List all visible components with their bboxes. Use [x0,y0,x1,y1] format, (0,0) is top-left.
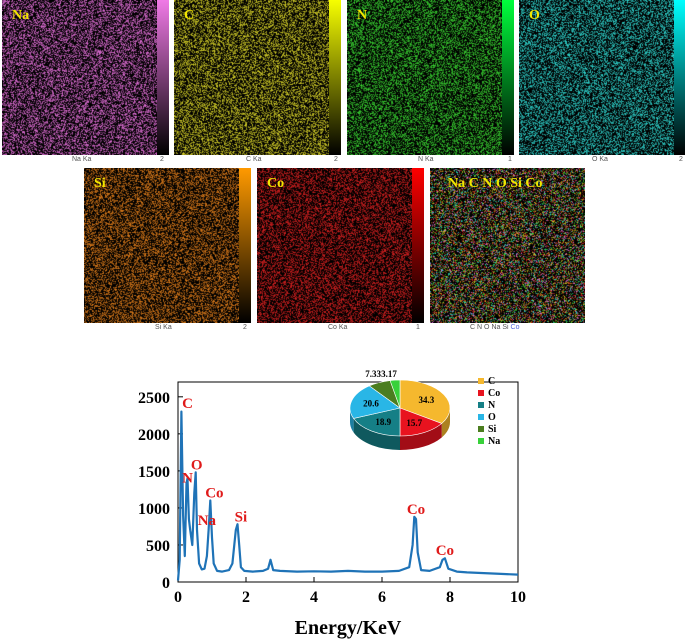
overlay-caption-o: O [484,324,490,331]
pie-value-label: 7.33 [365,370,381,379]
pie-slice-co [399,407,443,437]
peak-label-co: Co [407,502,425,518]
peak-label-c: C [182,396,193,412]
overlay-caption-c: C [470,324,476,331]
pie-value-label: 18.9 [375,417,391,427]
map-o-image [519,0,674,155]
x-tick-label: 10 [510,589,526,606]
map-co-caption: Co Ka [328,324,348,331]
map-na-scale: 2 [160,156,164,163]
legend-label-si: Si [488,424,497,435]
legend-swatch-co [478,390,484,396]
x-tick-label: 2 [242,589,250,606]
map-c: C [174,0,341,155]
map-overlay-image [430,168,585,323]
map-overlay-title: Na C N O Si Co [448,176,543,191]
legend-label-co: Co [488,388,500,399]
legend-swatch-si [478,426,484,432]
map-si-label: Si [94,176,106,191]
pie-value-label: 15.7 [406,418,422,428]
pie-side-c [441,408,450,438]
map-n-label: N [357,8,368,23]
map-overlay: Na C N O Si Co [430,168,585,323]
map-si-image [84,168,239,323]
legend-swatch-c [478,378,484,384]
y-tick-label: 1000 [138,501,170,518]
map-co-label: Co [267,176,285,191]
y-tick-label: 2000 [138,427,170,444]
map-na-caption: Na Ka [72,156,92,163]
legend-label-na: Na [488,436,500,447]
legend-label-c: C [488,376,495,387]
map-si-colorbar [239,168,251,323]
x-tick-label: 0 [174,589,182,606]
map-na: Na [2,0,169,155]
legend-label-n: N [488,400,496,411]
pie-value-label: 3.17 [381,370,397,379]
y-tick-label: 500 [146,538,170,555]
map-overlay-caption: C N O Na Si Co [470,324,519,331]
map-c-colorbar [329,0,341,155]
spectrum-line [176,410,519,581]
overlay-caption-n: N [477,324,483,331]
map-na-colorbar [157,0,169,155]
x-tick-label: 4 [310,589,318,606]
x-axis-title: Energy/KeV [295,617,402,639]
plot-frame [177,381,519,583]
map-n: N [347,0,514,155]
legend-swatch-o [478,414,484,420]
y-tick-label: 1500 [138,464,170,481]
peak-label-na: Na [198,513,217,529]
map-co-scale: 1 [416,324,420,331]
peak-label-co: Co [436,543,454,559]
pie-slice-na [389,379,401,409]
map-c-scale: 2 [334,156,338,163]
map-na-label: Na [12,8,30,23]
y-tick-label: 0 [162,575,170,592]
pie-value-label: 20.6 [363,399,379,409]
map-na-image [2,0,157,155]
map-o-caption: O Ka [592,156,608,163]
map-si-caption: Si Ka [155,324,172,331]
overlay-caption-na: Na [491,324,501,331]
pie-slice-n [353,407,401,437]
legend-swatch-na [478,438,484,444]
pie-side-n [353,418,400,450]
y-tick-label: 2500 [138,390,170,407]
pie-value-label: 34.3 [419,395,435,405]
overlay-caption-si: Si [502,324,509,331]
map-si-scale: 2 [243,324,247,331]
map-n-colorbar [502,0,514,155]
pie-slice-o [349,385,401,419]
overlay-caption-co: Co [510,324,520,331]
map-n-scale: 1 [508,156,512,163]
map-co: Co [257,168,424,323]
map-si: Si [84,168,251,323]
map-c-caption: C Ka [246,156,262,163]
peak-label-o: O [191,457,203,473]
map-o-scale: 2 [679,156,683,163]
peak-label-si: Si [235,509,248,525]
x-tick-label: 8 [446,589,454,606]
peak-label-co: Co [205,486,223,502]
map-co-colorbar [412,168,424,323]
map-n-caption: N Ka [418,156,434,163]
peak-label-n: N [182,471,193,487]
map-o: O [519,0,685,155]
map-c-image [174,0,329,155]
map-n-image [347,0,502,155]
map-co-image [257,168,412,323]
map-o-colorbar [674,0,685,155]
map-c-label: C [184,8,195,23]
legend-swatch-n [478,402,484,408]
map-o-label: O [529,8,540,23]
x-tick-label: 6 [378,589,386,606]
legend-label-o: O [488,412,496,423]
